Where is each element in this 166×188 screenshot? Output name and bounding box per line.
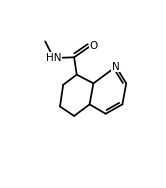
Text: O: O bbox=[89, 41, 98, 51]
Text: HN: HN bbox=[46, 53, 61, 63]
Text: N: N bbox=[112, 62, 120, 72]
